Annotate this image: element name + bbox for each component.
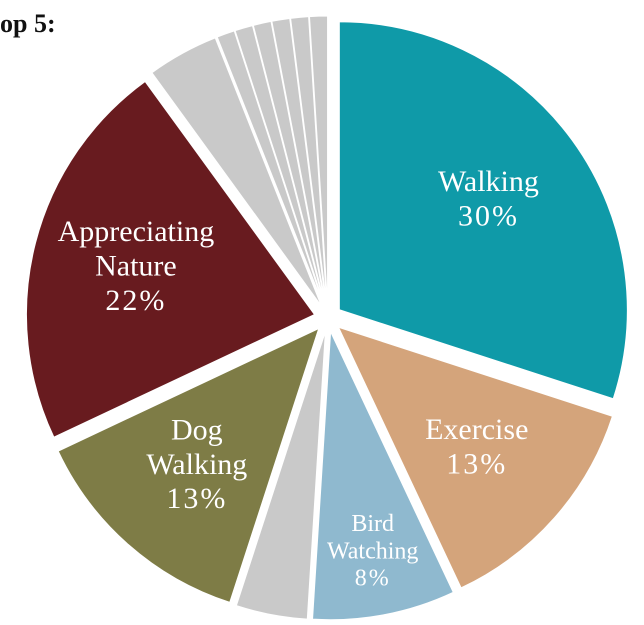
pie-slice — [57, 327, 320, 604]
slice-value-label: 22% — [105, 284, 166, 317]
pie-slice — [308, 15, 329, 305]
pie-slice — [252, 20, 326, 305]
pie-slice — [312, 331, 454, 621]
pie-slice — [151, 37, 322, 307]
slice-label: Appreciating Nature — [58, 215, 215, 282]
slice-label: Dog Walking — [146, 413, 247, 481]
pie-slice — [271, 17, 327, 305]
pie-slice — [234, 24, 325, 305]
pie-slice — [25, 80, 316, 438]
slice-value-label: 13% — [166, 482, 227, 515]
slice-label: Exercise — [425, 413, 528, 446]
slice-label: Bird Watching — [327, 510, 418, 564]
slice-value-label: 30% — [458, 200, 519, 233]
slice-value-label: 8% — [355, 566, 391, 592]
pie-slice — [337, 326, 614, 589]
pie-slice — [235, 331, 326, 620]
pie-slice — [290, 16, 328, 305]
chart-title: op 5: — [0, 9, 56, 38]
slice-label: Walking — [438, 165, 539, 198]
pie-slice — [216, 30, 324, 306]
slice-value-label: 13% — [446, 447, 507, 480]
pie-slice — [338, 21, 628, 400]
